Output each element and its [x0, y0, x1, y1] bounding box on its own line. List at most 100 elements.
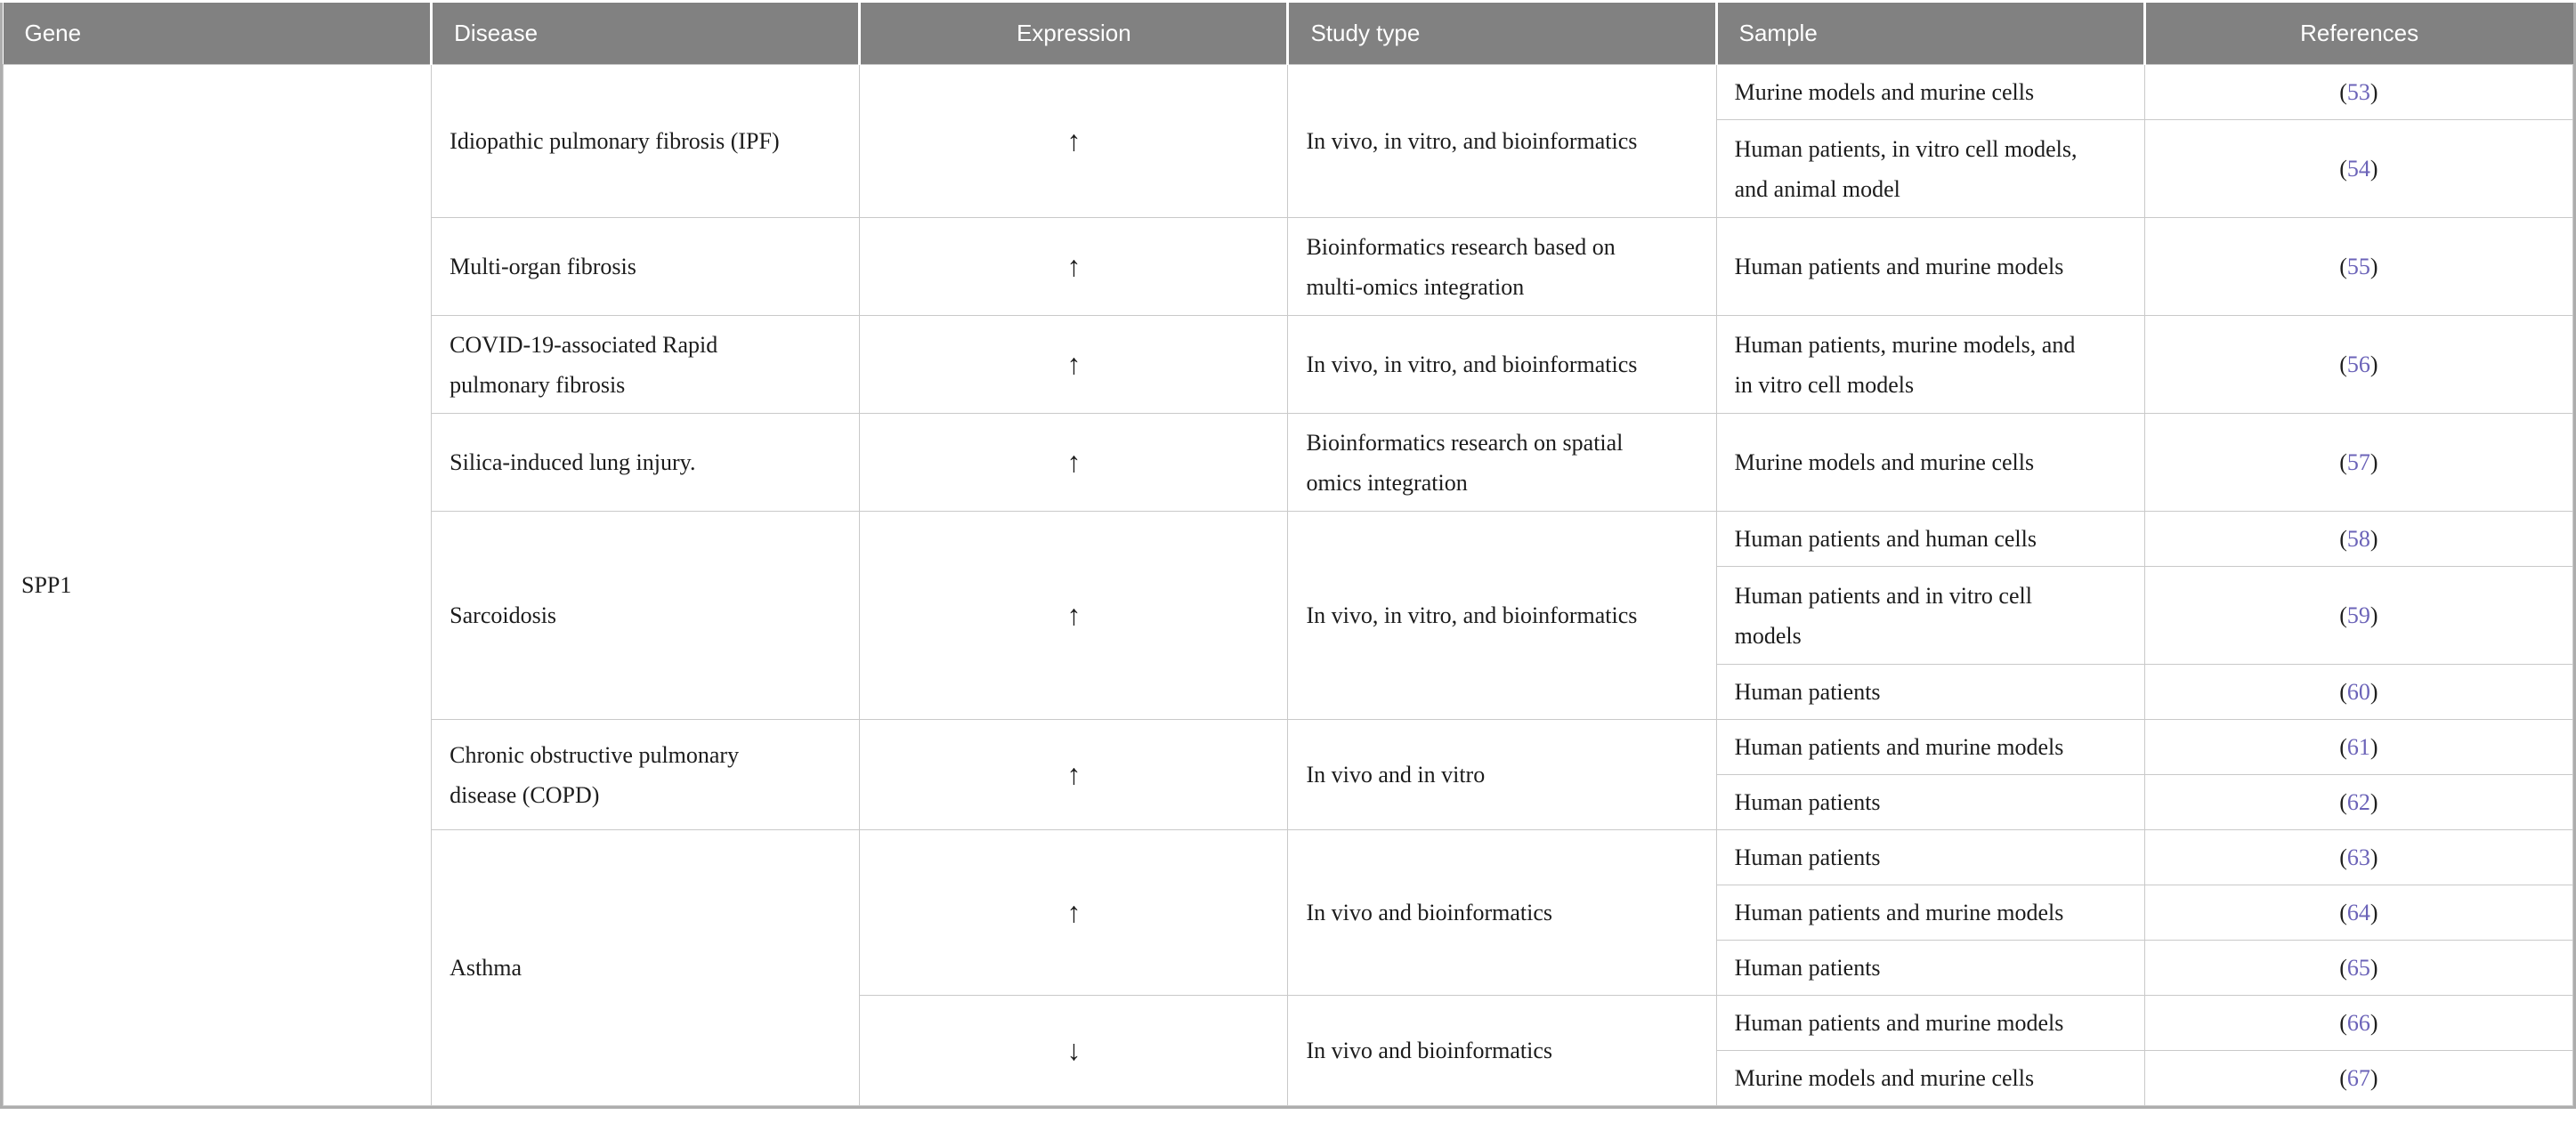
reference-cell: (55) — [2143, 217, 2574, 316]
study-type-cell: In vivo, in vitro, and bioinformatics — [1287, 511, 1717, 720]
reference-link[interactable]: (60) — [2339, 679, 2378, 705]
paren-close: ) — [2369, 602, 2378, 628]
paren-close: ) — [2369, 734, 2378, 760]
column-header-expression: Expression — [858, 3, 1288, 65]
reference-link[interactable]: (59) — [2339, 602, 2378, 628]
paren-open: ( — [2339, 844, 2347, 870]
paren-open: ( — [2339, 449, 2347, 475]
paren-close: ) — [2369, 679, 2378, 705]
reference-link[interactable]: (55) — [2339, 254, 2378, 279]
reference-number: 59 — [2346, 602, 2370, 628]
paren-open: ( — [2339, 602, 2347, 628]
paren-close: ) — [2369, 526, 2378, 552]
reference-link[interactable]: (57) — [2339, 449, 2378, 475]
reference-link[interactable]: (53) — [2339, 79, 2378, 105]
paren-close: ) — [2369, 1065, 2378, 1091]
reference-link[interactable]: (62) — [2339, 789, 2378, 815]
study-type-cell: Bioinformatics research based on multi-o… — [1287, 217, 1717, 316]
study-type-cell: In vivo and bioinformatics — [1287, 829, 1717, 996]
paren-close: ) — [2369, 1010, 2378, 1036]
paren-open: ( — [2339, 955, 2347, 981]
sample-cell: Human patients and human cells — [1715, 511, 2145, 567]
reference-cell: (54) — [2143, 119, 2574, 218]
expression-cell: ↑ — [859, 64, 1289, 218]
reference-link[interactable]: (67) — [2339, 1065, 2378, 1091]
sample-cell: Human patients, in vitro cell models, an… — [1715, 119, 2145, 218]
column-header-sample: Sample — [1714, 3, 2145, 65]
paren-close: ) — [2369, 254, 2378, 279]
study-type-cell: In vivo and in vitro — [1287, 719, 1717, 830]
expression-cell: ↑ — [859, 315, 1289, 414]
reference-link[interactable]: (63) — [2339, 844, 2378, 870]
reference-number: 64 — [2346, 900, 2370, 925]
table-header: Gene Disease Expression Study type Sampl… — [3, 3, 2573, 65]
reference-cell: (66) — [2143, 995, 2574, 1051]
column-header-gene: Gene — [3, 3, 432, 65]
data-table: Gene Disease Expression Study type Sampl… — [2, 3, 2574, 1106]
reference-cell: (65) — [2143, 940, 2574, 996]
expression-cell: ↑ — [859, 829, 1289, 996]
expression-cell: ↑ — [859, 719, 1289, 830]
reference-number: 65 — [2346, 955, 2370, 981]
reference-number: 53 — [2346, 79, 2370, 105]
sample-cell: Murine models and murine cells — [1715, 64, 2145, 120]
table-row: SPP1 Idiopathic pulmonary fibrosis (IPF)… — [2, 64, 2574, 1106]
paren-open: ( — [2339, 526, 2347, 552]
reference-number: 55 — [2346, 254, 2370, 279]
expression-cell: ↓ — [859, 995, 1289, 1106]
table-row: Murine models and murine cells (67) — [4, 1050, 2574, 1106]
sample-cell: Human patients, murine models, and in vi… — [1715, 315, 2145, 414]
sample-cell: Murine models and murine cells — [1715, 413, 2145, 512]
reference-number: 54 — [2346, 156, 2370, 182]
paren-close: ) — [2369, 79, 2378, 105]
paren-open: ( — [2339, 79, 2347, 105]
column-header-disease: Disease — [430, 3, 860, 65]
reference-link[interactable]: (66) — [2339, 1010, 2378, 1036]
paren-open: ( — [2339, 734, 2347, 760]
paren-close: ) — [2369, 789, 2378, 815]
table-row: Human patients (60) — [4, 664, 2574, 720]
table-row: Silica-induced lung injury. ↑ Bioinforma… — [4, 413, 2574, 512]
sample-cell: Human patients — [1715, 664, 2145, 720]
disease-cell: Sarcoidosis — [431, 511, 861, 720]
reference-link[interactable]: (64) — [2339, 900, 2378, 925]
paren-open: ( — [2339, 900, 2347, 925]
paren-open: ( — [2339, 679, 2347, 705]
reference-number: 61 — [2346, 734, 2370, 760]
table-row: Human patients (62) — [4, 774, 2574, 830]
column-header-references: References — [2143, 3, 2573, 65]
table-row: Human patients and murine models (64) — [4, 885, 2574, 941]
reference-number: 67 — [2346, 1065, 2370, 1091]
reference-link[interactable]: (56) — [2339, 351, 2378, 377]
paren-open: ( — [2339, 1065, 2347, 1091]
study-type-cell: In vivo and bioinformatics — [1287, 995, 1717, 1106]
table-row: Human patients and in vitro cell models … — [4, 566, 2574, 665]
table-row: Chronic obstructive pulmonary disease (C… — [4, 719, 2574, 830]
sample-cell: Human patients — [1715, 940, 2145, 996]
reference-cell: (64) — [2143, 885, 2574, 941]
reference-link[interactable]: (61) — [2339, 734, 2378, 760]
paren-close: ) — [2369, 156, 2378, 182]
sample-cell: Murine models and murine cells — [1715, 1050, 2145, 1106]
reference-link[interactable]: (54) — [2339, 156, 2378, 182]
disease-cell: Idiopathic pulmonary fibrosis (IPF) — [431, 64, 861, 218]
table-row: Human patients (65) — [4, 940, 2574, 996]
paren-open: ( — [2339, 1010, 2347, 1036]
study-type-cell: In vivo, in vitro, and bioinformatics — [1287, 315, 1717, 414]
paren-open: ( — [2339, 351, 2347, 377]
reference-number: 66 — [2346, 1010, 2370, 1036]
reference-cell: (62) — [2143, 774, 2574, 830]
reference-number: 57 — [2346, 449, 2370, 475]
sample-cell: Human patients and murine models — [1715, 995, 2145, 1051]
sample-cell: Human patients and murine models — [1715, 217, 2145, 316]
reference-link[interactable]: (58) — [2339, 526, 2378, 552]
reference-cell: (60) — [2143, 664, 2574, 720]
paren-close: ) — [2369, 844, 2378, 870]
disease-cell: COVID-19-associated Rapid pulmonary fibr… — [431, 315, 861, 414]
reference-link[interactable]: (65) — [2339, 955, 2378, 981]
reference-cell: (58) — [2143, 511, 2574, 567]
sample-cell: Human patients and murine models — [1715, 885, 2145, 941]
expression-cell: ↑ — [859, 511, 1289, 720]
study-type-cell: In vivo, in vitro, and bioinformatics — [1287, 64, 1717, 218]
table-row: COVID-19-associated Rapid pulmonary fibr… — [4, 315, 2574, 414]
